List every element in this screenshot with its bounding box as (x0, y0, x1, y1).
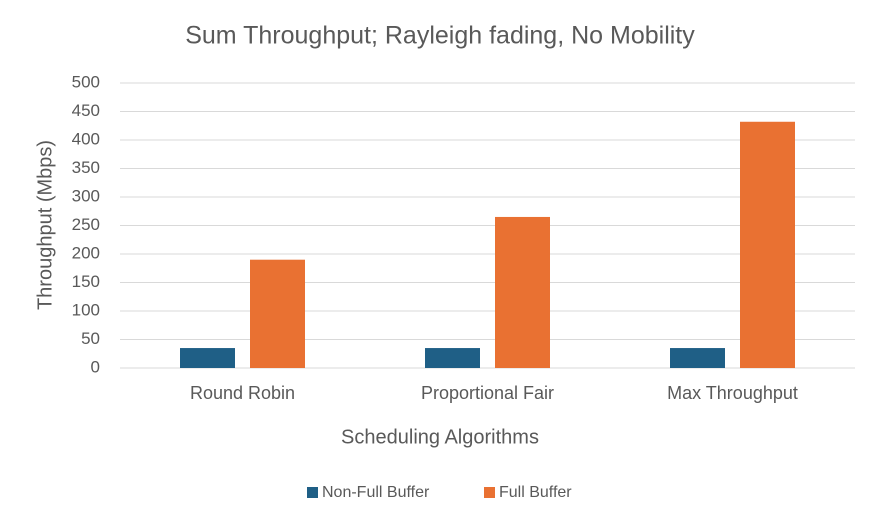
y-tick-label: 450 (72, 101, 100, 120)
legend-swatch (484, 487, 495, 498)
x-axis-title: Scheduling Algorithms (341, 426, 539, 448)
bar (740, 121, 795, 368)
legend-label: Non-Full Buffer (322, 484, 430, 501)
legend-swatch (307, 487, 318, 498)
y-tick-label: 500 (72, 72, 100, 91)
y-tick-label: 250 (72, 215, 100, 234)
chart-title: Sum Throughput; Rayleigh fading, No Mobi… (185, 22, 695, 50)
x-tick-label: Round Robin (190, 383, 295, 403)
y-tick-label: 50 (81, 329, 100, 348)
y-tick-label: 0 (91, 357, 100, 376)
y-tick-label: 100 (72, 300, 100, 319)
bar (425, 348, 480, 368)
y-tick-label: 400 (72, 129, 100, 148)
x-tick-label: Max Throughput (667, 383, 798, 403)
bar (180, 348, 235, 368)
x-tick-label: Proportional Fair (421, 383, 554, 403)
y-tick-label: 150 (72, 272, 100, 291)
legend-label: Full Buffer (499, 484, 572, 501)
y-tick-label: 350 (72, 158, 100, 177)
bar (670, 348, 725, 368)
bar (250, 259, 305, 368)
y-tick-label: 300 (72, 186, 100, 205)
y-axis-title: Throughput (Mbps) (34, 140, 56, 310)
bar (495, 216, 550, 368)
y-tick-label: 200 (72, 243, 100, 262)
